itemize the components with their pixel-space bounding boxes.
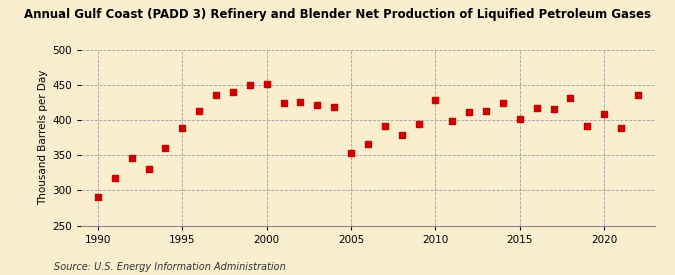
Point — [599, 111, 610, 116]
Point — [227, 90, 238, 94]
Point — [261, 82, 272, 86]
Point — [160, 146, 171, 150]
Point — [396, 133, 407, 137]
Point — [278, 101, 289, 105]
Point — [481, 109, 491, 114]
Point — [211, 93, 221, 97]
Point — [447, 119, 458, 123]
Point — [565, 96, 576, 100]
Point — [497, 101, 508, 105]
Point — [548, 107, 559, 112]
Point — [464, 110, 475, 114]
Point — [92, 194, 103, 199]
Point — [514, 117, 525, 121]
Y-axis label: Thousand Barrels per Day: Thousand Barrels per Day — [38, 70, 48, 205]
Point — [177, 126, 188, 131]
Point — [430, 98, 441, 102]
Text: Source: U.S. Energy Information Administration: Source: U.S. Energy Information Administ… — [54, 262, 286, 272]
Point — [312, 103, 323, 107]
Point — [379, 124, 390, 128]
Point — [616, 125, 626, 130]
Point — [194, 109, 205, 113]
Point — [582, 123, 593, 128]
Point — [143, 167, 154, 171]
Point — [329, 105, 340, 109]
Point — [109, 176, 120, 180]
Point — [362, 142, 373, 146]
Point — [346, 151, 356, 155]
Text: Annual Gulf Coast (PADD 3) Refinery and Blender Net Production of Liquified Petr: Annual Gulf Coast (PADD 3) Refinery and … — [24, 8, 651, 21]
Point — [244, 83, 255, 88]
Point — [413, 122, 424, 126]
Point — [632, 93, 643, 97]
Point — [126, 156, 137, 160]
Point — [531, 106, 542, 110]
Point — [295, 100, 306, 104]
